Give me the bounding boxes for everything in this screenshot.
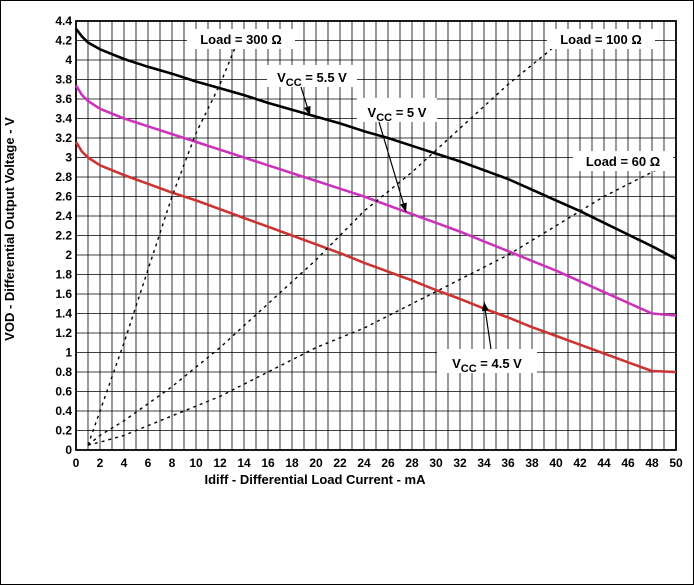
arrow-vcc-5p5-head	[304, 105, 311, 116]
x-tick-label: 48	[645, 456, 659, 470]
x-tick-label: 2	[97, 456, 104, 470]
y-tick-label: 3.4	[55, 112, 72, 126]
y-tick-label: 3.6	[55, 92, 72, 106]
y-tick-label: 0	[65, 443, 72, 457]
label-load-300-bg	[187, 29, 295, 49]
tick-labels: 0 2 4 6 8 10 12 14 16 18 20 22 24 26 28 30 32 34 36 38 40 42 4…	[55, 14, 683, 470]
label-load-100: Load = 100 Ω	[560, 32, 642, 47]
x-tick-label: 42	[573, 456, 587, 470]
y-tick-label: 0.6	[55, 385, 72, 399]
y-tick-label: 3.2	[55, 131, 72, 145]
annotations: Load = 300 Ω Load = 100 Ω Load = 60 Ω VCC =…	[187, 29, 673, 375]
series-layer	[74, 28, 677, 446]
y-tick-label: 1.6	[55, 287, 72, 301]
x-tick-label: 36	[501, 456, 515, 470]
series-line-1	[74, 84, 677, 317]
x-tick-label: 24	[357, 456, 371, 470]
x-tick-label: 6	[145, 456, 152, 470]
plot-border	[75, 20, 677, 451]
x-tick-label: 26	[381, 456, 395, 470]
arrow-vcc-4p5-head	[481, 301, 489, 312]
x-tick-label: 10	[189, 456, 203, 470]
y-axis-label: VOD - Differential Output Voltage - V	[2, 117, 17, 341]
label-load-60-bg	[573, 151, 673, 171]
y-tick-label: 0.8	[55, 365, 72, 379]
arrow-vcc-5-line	[378, 121, 407, 213]
series-line-4	[87, 30, 575, 446]
x-tick-label: 40	[549, 456, 563, 470]
series-line-2	[74, 141, 677, 374]
x-tick-label: 4	[121, 456, 128, 470]
x-tick-label: 16	[261, 456, 275, 470]
label-load-300: Load = 300 Ω	[200, 32, 282, 47]
x-tick-label: 18	[285, 456, 299, 470]
label-vcc-5p5-bg	[267, 65, 357, 87]
y-tick-label: 1.4	[55, 307, 72, 321]
y-tick-label: 1	[65, 346, 72, 360]
x-tick-label: 38	[525, 456, 539, 470]
x-axis-label: Idiff - Differential Load Current - mA	[205, 472, 427, 487]
y-tick-label: 0.4	[55, 404, 72, 418]
y-tick-label: 3.8	[55, 73, 72, 87]
y-tick-label: 1.8	[55, 268, 72, 282]
y-tick-label: 4.4	[55, 14, 72, 28]
y-tick-label: 2.6	[55, 190, 72, 204]
y-tick-label: 1.2	[55, 326, 72, 340]
y-tick-label: 4	[65, 53, 72, 67]
x-tick-label: 44	[597, 456, 611, 470]
label-vcc-5p5: VCC = 5.5 V	[277, 70, 347, 89]
x-tick-label: 30	[429, 456, 443, 470]
y-tick-label: 0.2	[55, 424, 72, 438]
label-vcc-4p5: VCC = 4.5 V	[452, 356, 522, 375]
x-tick-label: 46	[621, 456, 635, 470]
x-tick-label: 28	[405, 456, 419, 470]
arrow-vcc-5-head	[400, 202, 407, 213]
y-tick-label: 2	[65, 248, 72, 262]
x-tick-label: 50	[669, 456, 683, 470]
series-line-0	[74, 28, 677, 261]
grid	[75, 20, 677, 451]
label-load-100-bg	[547, 29, 655, 49]
x-tick-label: 20	[309, 456, 323, 470]
x-tick-label: 22	[333, 456, 347, 470]
x-tick-label: 34	[477, 456, 491, 470]
y-tick-label: 2.8	[55, 170, 72, 184]
x-tick-label: 14	[237, 456, 251, 470]
x-tick-label: 8	[169, 456, 176, 470]
label-vcc-5: VCC = 5 V	[368, 105, 427, 124]
y-tick-label: 2.2	[55, 229, 72, 243]
x-tick-label: 32	[453, 456, 467, 470]
x-tick-label: 12	[213, 456, 227, 470]
series-line-3	[87, 28, 244, 446]
label-load-60: Load = 60 Ω	[586, 154, 660, 169]
y-tick-label: 4.2	[55, 34, 72, 48]
y-tick-label: 3	[65, 151, 72, 165]
label-vcc-5-bg	[357, 98, 437, 122]
x-tick-label: 0	[73, 456, 80, 470]
y-tick-label: 2.4	[55, 209, 72, 223]
label-vcc-4p5-bg	[437, 349, 537, 373]
series-line-5	[87, 161, 671, 446]
